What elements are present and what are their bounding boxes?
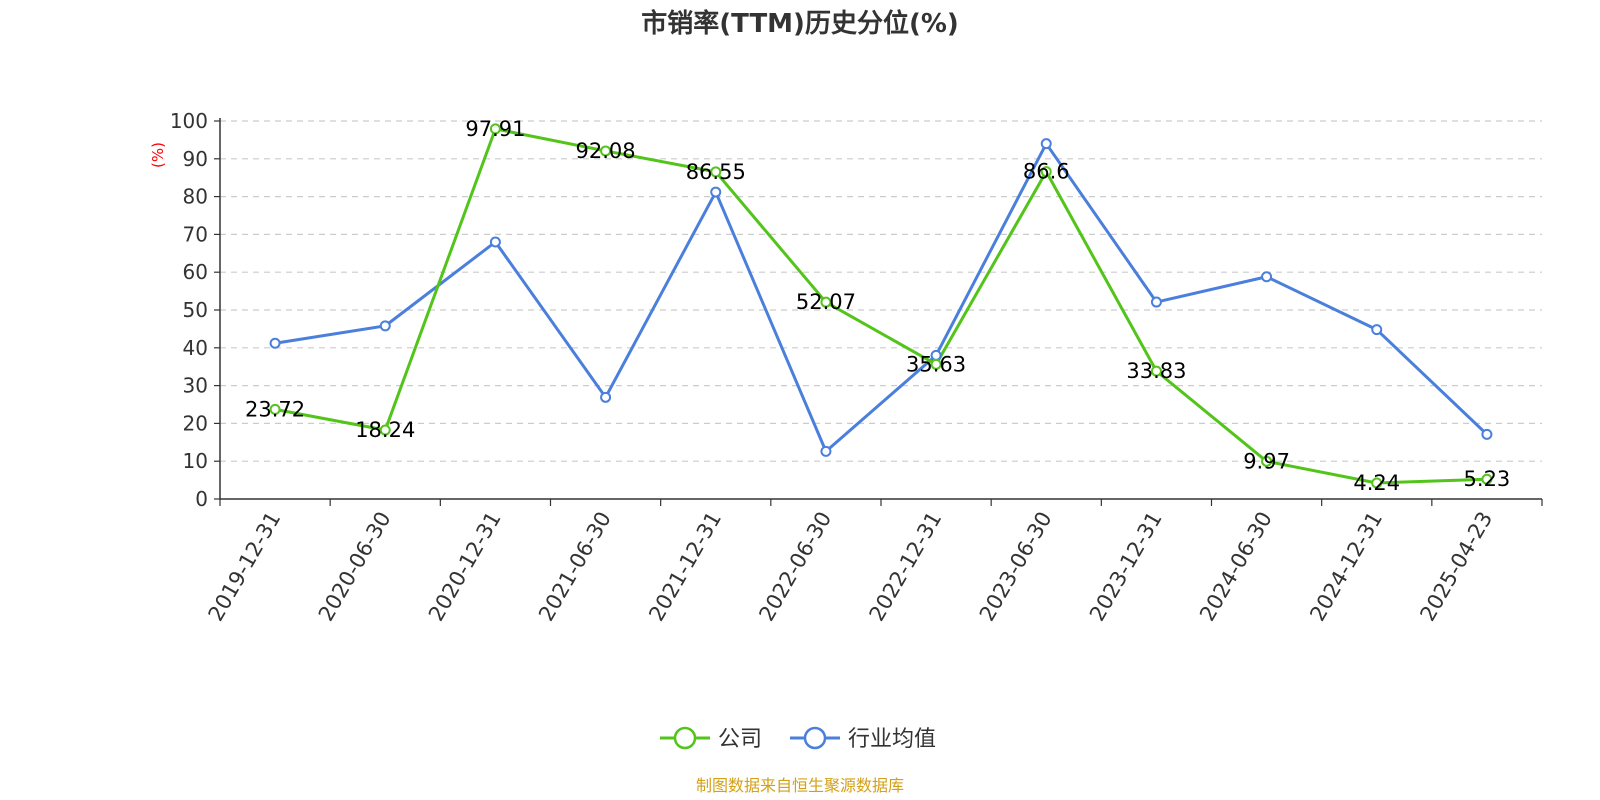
company-point xyxy=(489,123,501,135)
industry-point xyxy=(1261,271,1273,283)
company-point xyxy=(1150,365,1162,377)
data-label: 92.08 xyxy=(576,139,636,163)
company-point xyxy=(600,145,612,157)
legend-label: 公司 xyxy=(718,727,762,752)
grid-lines xyxy=(220,120,1542,462)
legend-item-company: 公司 xyxy=(660,726,762,752)
company-point xyxy=(710,166,722,178)
data-label: 4.24 xyxy=(1353,471,1400,495)
data-label: 5.23 xyxy=(1464,467,1511,491)
industry-point xyxy=(489,236,501,248)
data-label: 33.83 xyxy=(1126,359,1186,383)
x-tick-label: 2023-06-30 xyxy=(975,508,1057,626)
company-point xyxy=(1481,473,1493,485)
company-point xyxy=(1040,166,1052,178)
legend: 公司 行业均值 xyxy=(660,726,936,752)
series-lines xyxy=(269,123,1493,489)
y-tick-label: 50 xyxy=(183,298,208,322)
x-tick-label: 2024-12-31 xyxy=(1305,508,1387,626)
company-point xyxy=(1371,477,1383,489)
x-tick-label: 2021-06-30 xyxy=(534,508,616,626)
chart-title: 市销率(TTM)历史分位(%) xyxy=(641,8,959,39)
y-axis-unit-label: (%) xyxy=(149,142,167,168)
legend-label: 行业均值 xyxy=(848,727,936,752)
y-tick-label: 10 xyxy=(183,449,208,473)
data-label: 86.55 xyxy=(686,160,746,184)
industry-point xyxy=(1150,296,1162,308)
y-tick-label: 90 xyxy=(183,147,208,171)
x-tick-label: 2021-12-31 xyxy=(644,508,726,626)
axes: 0 10 20 30 40 50 60 70 80 90 100 2019-12-31 2020-06-… xyxy=(170,109,1543,626)
industry-point xyxy=(1040,138,1052,150)
y-tick-label: 80 xyxy=(183,185,208,209)
x-tick-label: 2019-12-31 xyxy=(204,508,286,626)
x-tick-label: 2024-06-30 xyxy=(1195,508,1277,626)
x-tick-label: 2022-06-30 xyxy=(754,508,836,626)
y-tick-label: 70 xyxy=(183,222,208,246)
x-tick-label: 2025-04-23 xyxy=(1415,508,1497,626)
legend-circle-icon xyxy=(673,726,697,750)
industry-point xyxy=(1481,428,1493,440)
industry-point xyxy=(820,445,832,457)
y-tick-label: 60 xyxy=(183,260,208,284)
y-tick-label: 100 xyxy=(170,109,208,133)
company-point xyxy=(269,403,281,415)
x-tick-label: 2023-12-31 xyxy=(1085,508,1167,626)
x-tick-label: 2020-12-31 xyxy=(424,507,506,625)
y-tick-label: 0 xyxy=(195,487,208,511)
y-tick-label: 30 xyxy=(183,374,208,398)
company-point xyxy=(820,296,832,308)
x-tick-label: 2020-06-30 xyxy=(314,508,396,626)
company-point xyxy=(1261,455,1273,467)
data-label: 86.6 xyxy=(1023,160,1070,184)
company-point xyxy=(379,424,391,436)
legend-item-industry: 行业均值 xyxy=(790,726,936,752)
industry-point xyxy=(1371,324,1383,336)
legend-circle-icon xyxy=(803,726,827,750)
y-tick-label: 20 xyxy=(183,411,208,435)
industry-point xyxy=(600,391,612,403)
x-tick-label: 2022-12-31 xyxy=(865,507,947,625)
data-label: 97.91 xyxy=(465,117,525,141)
data-label: 9.97 xyxy=(1243,449,1290,473)
data-labels: 23.72 18.24 97.91 92.08 86.55 52.07 35.63 86.6 3… xyxy=(245,117,1510,495)
company-series-line xyxy=(274,127,1487,485)
data-label: 18.24 xyxy=(355,418,415,442)
industry-point xyxy=(379,320,391,332)
industry-series-line xyxy=(274,142,1488,453)
data-label: 35.63 xyxy=(906,352,966,376)
company-point xyxy=(930,358,942,370)
source-note: 制图数据来自恒生聚源数据库 xyxy=(696,776,904,795)
industry-point xyxy=(710,186,722,198)
data-label: 23.72 xyxy=(245,397,305,421)
y-tick-label: 40 xyxy=(183,336,208,360)
industry-point xyxy=(269,337,281,349)
data-label: 52.07 xyxy=(796,290,856,314)
